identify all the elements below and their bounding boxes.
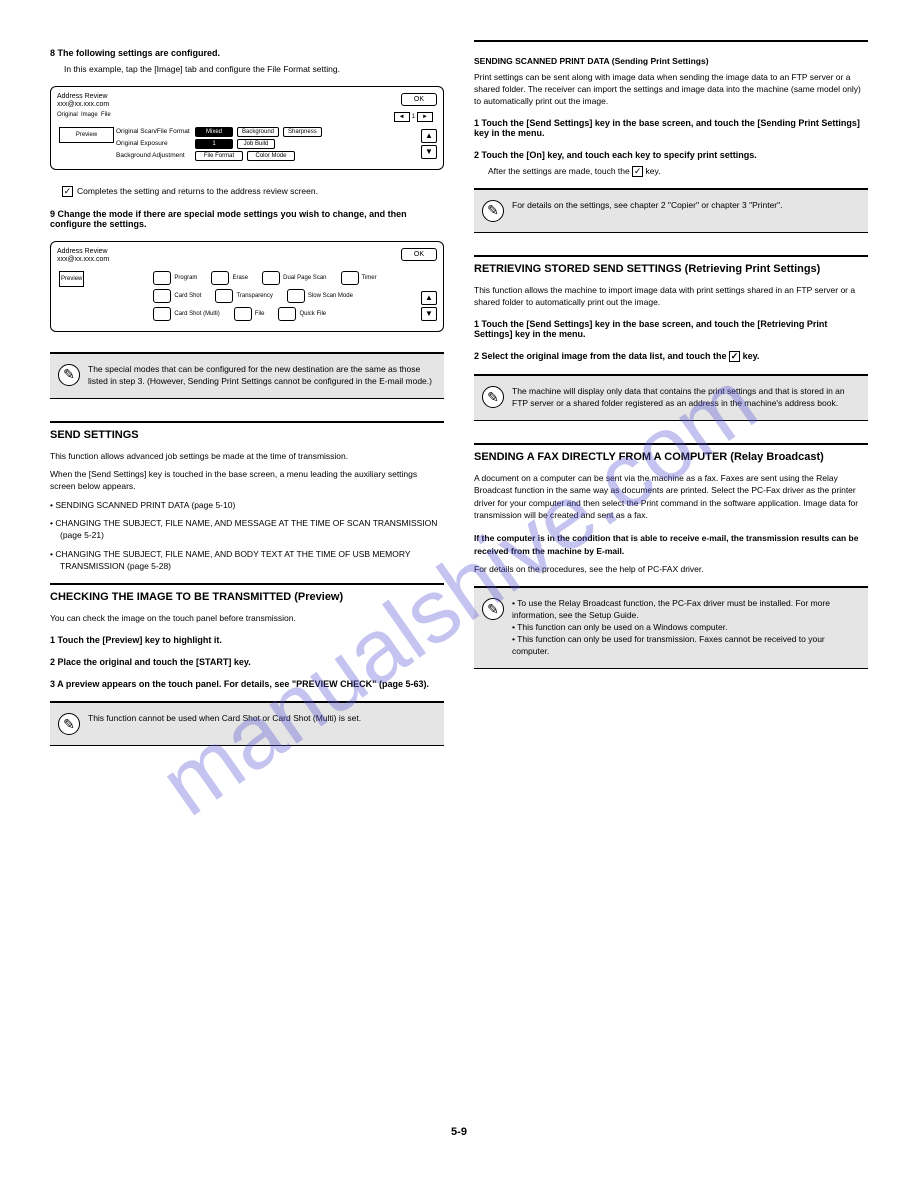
sending-heading: SENDING SCANNED PRINT DATA (Sending Prin… <box>474 56 868 66</box>
bullet-2: • CHANGING THE SUBJECT, FILE NAME, AND M… <box>50 517 444 542</box>
pc-step-1: 1 Touch the [Preview] key to highlight i… <box>50 635 444 645</box>
s-step-2: 2 Touch the [On] key, and touch each key… <box>474 150 868 160</box>
grid-slowscan[interactable]: Slow Scan Mode <box>287 289 353 303</box>
ok-button[interactable]: OK <box>401 93 437 106</box>
fileformat-button[interactable]: File Format <box>195 151 243 161</box>
pc-step-3: 3 A preview appears on the touch panel. … <box>50 679 444 689</box>
jobbuild-button[interactable]: Job Build <box>237 139 275 149</box>
grid-transparency[interactable]: Transparency <box>215 289 272 303</box>
grid-quickfile[interactable]: Quick File <box>278 307 326 321</box>
panel1-subtitle: xxx@xx.xxx.com <box>57 101 109 108</box>
s-step-2b: After the settings are made, touch the ✓… <box>474 166 868 178</box>
pencil-icon: ✎ <box>58 364 80 386</box>
note-box-4: ✎ The machine will display only data tha… <box>474 374 868 421</box>
note-box-3: ✎ For details on the settings, see chapt… <box>474 188 868 233</box>
preview-check-heading: CHECKING THE IMAGE TO BE TRANSMITTED (Pr… <box>50 583 444 603</box>
tabs-label: Original Image File <box>57 112 111 122</box>
pencil-icon: ✎ <box>482 200 504 222</box>
scroll-up-icon[interactable]: ▲ <box>421 129 437 143</box>
grid-cardshot-multi[interactable]: Card Shot (Multi) <box>153 307 219 321</box>
grid-erase[interactable]: Erase <box>211 271 248 285</box>
step-9: 9 Change the mode if there are special m… <box>50 209 444 229</box>
previewcheck-body: You can check the image on the touch pan… <box>50 612 444 624</box>
note-2-text: This function cannot be used when Card S… <box>88 713 361 735</box>
grid-timer[interactable]: Timer <box>341 271 377 285</box>
page-number: 5-9 <box>451 1126 467 1138</box>
check-line-1: ✓ Completes the setting and returns to t… <box>50 186 444 197</box>
scroll-up-icon-2[interactable]: ▲ <box>421 291 437 305</box>
grid-program[interactable]: Program <box>153 271 197 285</box>
check-icon: ✓ <box>729 351 740 362</box>
pc-step-2: 2 Place the original and touch the [STAR… <box>50 657 444 667</box>
step-8: 8 The following settings are configured. <box>50 48 444 58</box>
scroll-down-icon-2[interactable]: ▼ <box>421 307 437 321</box>
r-step-1: 1 Touch the [Send Settings] key in the b… <box>474 319 868 339</box>
relay-body1: A document on a computer can be sent via… <box>474 472 868 521</box>
panel2-title: Address Review <box>57 248 109 255</box>
note-box-5: ✎ • To use the Relay Broadcast function,… <box>474 586 868 668</box>
send-settings-heading: SEND SETTINGS <box>50 421 444 441</box>
nav-next-icon[interactable]: ► <box>417 112 433 122</box>
scroll-down-icon[interactable]: ▼ <box>421 145 437 159</box>
panel1-title: Address Review <box>57 93 109 100</box>
preview-button-2[interactable]: Preview <box>59 271 84 287</box>
note-3-text: For details on the settings, see chapter… <box>512 200 783 222</box>
grid-file[interactable]: File <box>234 307 265 321</box>
mixed-button[interactable]: Mixed <box>195 127 233 137</box>
ui-panel-address-review-2: Address Review xxx@xx.xxx.com OK Preview… <box>50 241 444 332</box>
relay-sub: If the computer is in the condition that… <box>474 532 868 557</box>
row3-label: Background Adjustment <box>116 152 191 159</box>
send-settings-body1: This function allows advanced job settin… <box>50 450 444 462</box>
sending-body: Print settings can be sent along with im… <box>474 72 868 108</box>
bullet-1: • SENDING SCANNED PRINT DATA (page 5-10) <box>50 499 444 511</box>
panel2-subtitle: xxx@xx.xxx.com <box>57 256 109 263</box>
note-1-text: The special modes that can be configured… <box>88 364 436 388</box>
note-5-text: • To use the Relay Broadcast function, t… <box>512 598 860 657</box>
left-column: 8 The following settings are configured.… <box>50 40 444 760</box>
pencil-icon: ✎ <box>482 386 504 408</box>
check-icon: ✓ <box>62 186 73 197</box>
relay-heading: SENDING A FAX DIRECTLY FROM A COMPUTER (… <box>474 443 868 463</box>
note-box-1: ✎ The special modes that can be configur… <box>50 352 444 399</box>
nav-counter: 1 <box>412 114 415 120</box>
grid-dualpage[interactable]: Dual Page Scan <box>262 271 326 285</box>
sharpness-button[interactable]: Sharpness <box>283 127 322 137</box>
row1-label: Original Scan/File Format <box>116 128 191 135</box>
right-column: SENDING SCANNED PRINT DATA (Sending Prin… <box>474 40 868 760</box>
ok-button-2[interactable]: OK <box>401 248 437 261</box>
colormode-button[interactable]: Color Mode <box>247 151 295 161</box>
retrieving-body: This function allows the machine to impo… <box>474 284 868 309</box>
bullet-3: • CHANGING THE SUBJECT, FILE NAME, AND B… <box>50 548 444 573</box>
send-settings-body2: When the [Send Settings] key is touched … <box>50 468 444 493</box>
relay-body2: For details on the procedures, see the h… <box>474 563 868 575</box>
note-4-text: The machine will display only data that … <box>512 386 860 410</box>
exposure-1-button[interactable]: 1 <box>195 139 233 149</box>
ui-panel-address-review-1: Address Review xxx@xx.xxx.com OK Origina… <box>50 86 444 170</box>
check-icon: ✓ <box>632 166 643 177</box>
s-step-1: 1 Touch the [Send Settings] key in the b… <box>474 118 868 138</box>
retrieving-heading: RETRIEVING STORED SEND SETTINGS (Retriev… <box>474 255 868 275</box>
pencil-icon: ✎ <box>482 598 504 620</box>
step-8-intro: In this example, tap the [Image] tab and… <box>50 64 444 76</box>
nav-prev-icon[interactable]: ◄ <box>394 112 410 122</box>
row2-label: Original Exposure <box>116 140 191 147</box>
note-box-2: ✎ This function cannot be used when Card… <box>50 701 444 746</box>
check-text: Completes the setting and returns to the… <box>77 186 318 196</box>
r-step-2: 2 Select the original image from the dat… <box>474 351 868 362</box>
preview-button[interactable]: Preview <box>59 127 114 143</box>
background-button[interactable]: Background <box>237 127 279 137</box>
pencil-icon: ✎ <box>58 713 80 735</box>
grid-cardshot[interactable]: Card Shot <box>153 289 201 303</box>
